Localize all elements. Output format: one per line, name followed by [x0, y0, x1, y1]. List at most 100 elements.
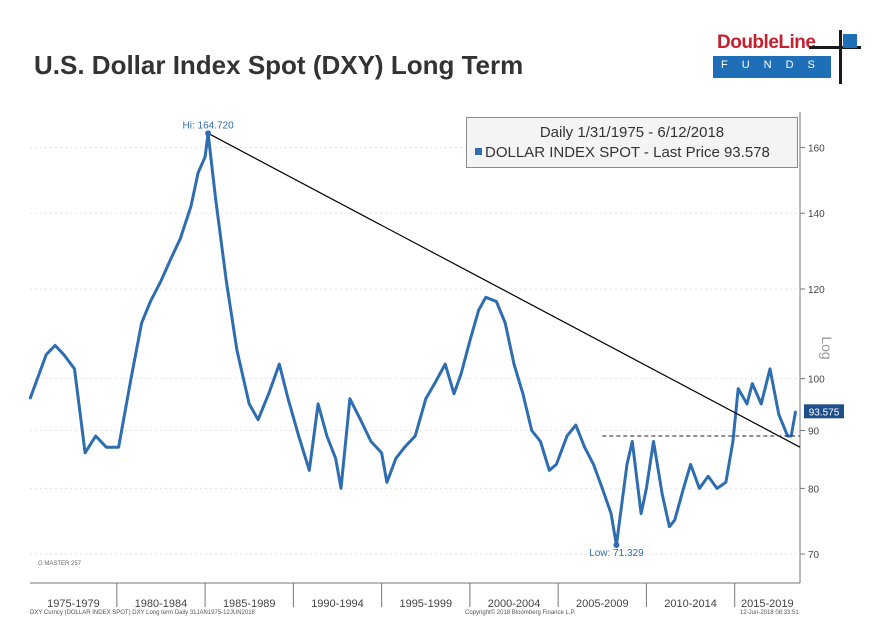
x-tick-label: 1995-1999 — [399, 598, 452, 610]
series-point — [317, 403, 319, 405]
series-point — [197, 171, 199, 174]
series-point — [484, 296, 487, 299]
x-tick-label: 1990-1994 — [311, 598, 364, 610]
legend-series-label: DOLLAR INDEX SPOT - Last Price — [485, 144, 720, 161]
x-tick-label: 2000-2004 — [488, 598, 541, 610]
series-point — [73, 368, 76, 370]
series-point — [29, 397, 31, 400]
series-point — [190, 205, 192, 208]
series-point — [287, 397, 289, 400]
series-point — [204, 156, 206, 158]
series-point — [160, 280, 162, 282]
last-price-tag-label: 93.575 — [809, 407, 840, 418]
series-point — [555, 463, 558, 466]
series-point — [778, 413, 780, 416]
series-point — [36, 377, 39, 380]
legend-swatch — [475, 148, 482, 155]
legend-series: DOLLAR INDEX SPOT - Last Price 93.578 — [475, 144, 770, 161]
series-point — [522, 392, 524, 395]
logo-cross-v — [839, 30, 842, 84]
footer-copyright: Copyright© 2018 Bloomberg Finance L.P. — [465, 610, 576, 616]
legend-last-price: 93.578 — [723, 144, 770, 161]
series-point — [725, 481, 727, 484]
series-point — [414, 435, 416, 437]
series-point — [698, 487, 701, 490]
series-point — [386, 481, 388, 484]
series-point — [278, 363, 281, 365]
y-tick-label: 100 — [808, 375, 825, 386]
series-point — [403, 446, 406, 448]
series-point — [469, 340, 471, 342]
series-point — [297, 435, 300, 437]
logo-cross-h — [809, 46, 861, 49]
series-point — [140, 322, 143, 324]
series-point — [575, 424, 577, 426]
footer-timestamp: 12-Jun-2018 08:33:51 — [740, 610, 799, 616]
series-point — [769, 368, 771, 370]
series-point — [673, 519, 676, 521]
series-point — [257, 418, 259, 421]
legend-date-range: Daily 1/31/1975 - 6/12/2018 — [539, 124, 725, 141]
series-point — [349, 397, 351, 400]
series-point — [794, 410, 797, 413]
x-tick-label: 2005-2009 — [576, 598, 629, 610]
series-point — [495, 300, 498, 303]
x-tick-label: 1980-1984 — [135, 598, 188, 610]
series-point — [380, 452, 383, 454]
page-title: U.S. Dollar Index Spot (DXY) Long Term — [34, 50, 524, 80]
series-point — [169, 260, 171, 262]
reference-lines — [207, 132, 801, 448]
series-point — [631, 440, 634, 443]
y-tick-label: 160 — [808, 144, 825, 155]
series-point — [504, 322, 507, 324]
x-tick-label: 1985-1989 — [223, 598, 276, 610]
series-point — [716, 487, 718, 490]
logo-sub: FUNDS — [721, 59, 829, 71]
series-point — [433, 382, 436, 385]
low-marker — [613, 542, 620, 549]
series-point — [394, 457, 397, 460]
logo-brand: DoubleLine — [717, 32, 816, 53]
y-tick-label: 140 — [808, 209, 825, 220]
x-tick-label: 2015-2019 — [741, 598, 794, 610]
axis-scale-label: Log — [819, 336, 835, 359]
series-point — [248, 403, 251, 405]
series-point — [640, 512, 642, 515]
series-point — [267, 392, 270, 395]
series-point — [652, 440, 655, 443]
series-point — [54, 344, 56, 347]
series-point — [308, 469, 311, 472]
series-point — [94, 435, 97, 437]
series-point — [424, 397, 427, 400]
series-point — [453, 392, 455, 395]
series-point — [548, 469, 551, 472]
series-point — [760, 403, 762, 405]
series-point — [592, 463, 595, 466]
series-point — [359, 418, 362, 421]
series-point — [661, 493, 664, 496]
series-point — [84, 452, 86, 454]
series-point — [626, 463, 628, 466]
hi-label: Hi: 164.720 — [183, 120, 235, 131]
series-point — [63, 353, 65, 356]
y-tick-label: 90 — [808, 426, 820, 437]
series-point — [130, 377, 132, 380]
chart-legend: Daily 1/31/1975 - 6/12/2018 DOLLAR INDEX… — [466, 117, 798, 168]
series-point — [668, 525, 671, 528]
series-point — [179, 237, 182, 240]
watermark: G MASTER 257 — [38, 561, 82, 567]
series-point — [214, 198, 217, 201]
x-tick-label: 2010-2014 — [664, 598, 717, 610]
series-point — [117, 446, 120, 448]
hi-marker — [205, 130, 212, 137]
series-point — [707, 475, 710, 478]
series-point — [334, 457, 337, 460]
series-point — [225, 280, 228, 282]
series-point — [732, 440, 734, 443]
y-tick-label: 120 — [808, 285, 825, 296]
series-point — [45, 353, 48, 356]
series-point — [751, 382, 754, 385]
series-point — [601, 487, 604, 490]
y-tick-label: 80 — [808, 484, 820, 495]
